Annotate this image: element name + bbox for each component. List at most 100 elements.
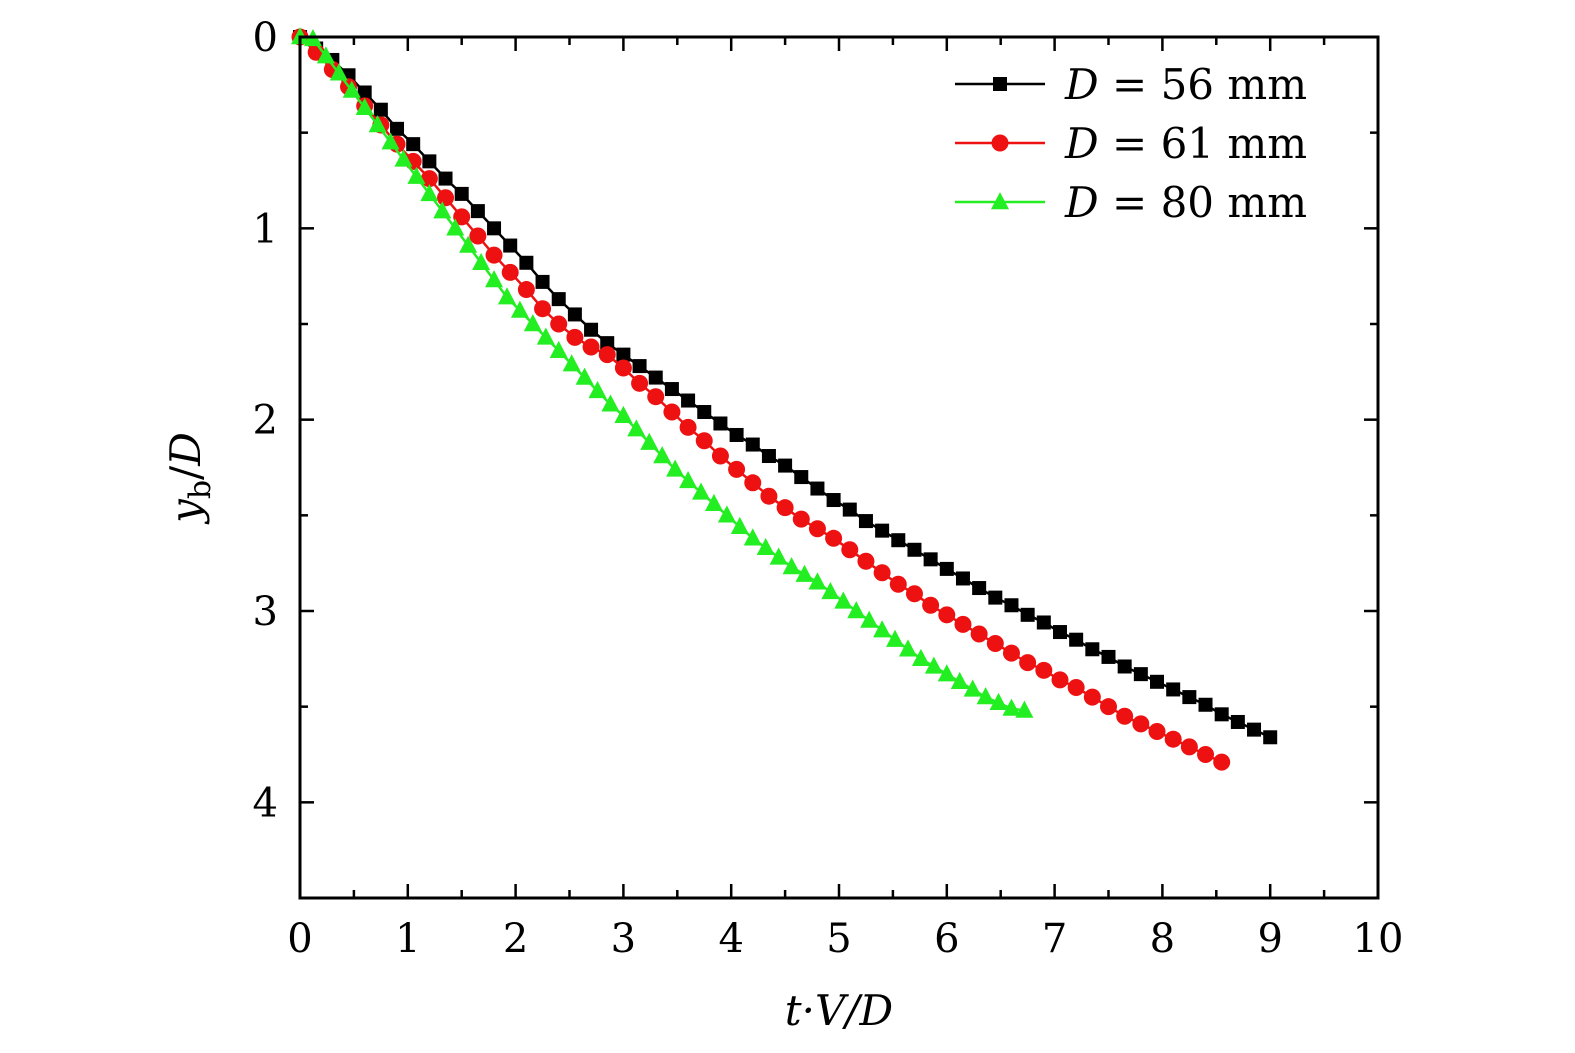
data-point-circle [728,460,746,478]
data-point-circle [663,403,681,421]
legend-label-var: D [1064,60,1099,109]
data-point-triangle [459,235,478,253]
series-3 [291,27,1034,718]
data-point-triangle [407,166,426,184]
data-point-circle [841,541,859,559]
data-point-square [858,514,873,529]
data-point-circle [517,281,535,299]
series-2 [291,28,1231,771]
data-point-square [1117,659,1132,674]
data-point-triangle [730,516,749,535]
legend-label-value: = 56 mm [1099,60,1307,109]
data-point-square [470,204,485,219]
data-point-square [357,85,372,100]
data-point-triangle [821,581,840,600]
data-point-triangle [991,192,1009,210]
data-point-circle [1148,723,1166,741]
data-point-triangle [510,300,529,318]
data-point-square [1198,697,1213,712]
data-point-square [826,493,841,508]
data-point-triangle [769,547,788,565]
data-point-circle [970,625,988,643]
data-point-square [794,470,809,485]
data-point-square [406,137,421,152]
data-point-square [438,171,453,186]
data-point-triangle [588,381,607,399]
data-point-triangle [472,252,491,270]
data-point-square [1004,598,1019,613]
y-axis-title-den: D [161,432,210,467]
data-point-circle [501,263,519,281]
data-point-triangle [614,405,633,424]
y-axis-title: yb/D [161,432,218,525]
data-point-circle [857,552,875,570]
legend-label: D = 56 mm [1064,60,1307,109]
data-point-square [584,322,599,337]
data-point-triangle [989,692,1008,711]
data-point-circle [1132,715,1150,733]
data-point-square [1230,714,1245,729]
data-point-triangle [368,115,387,133]
data-point-triangle [873,620,892,638]
data-point-triangle [756,537,775,556]
data-point-circle [1164,730,1182,748]
y-tick-label: 4 [253,780,278,826]
data-point-triangle [355,97,374,115]
data-point-square [891,533,906,548]
data-point-square [1150,674,1165,689]
data-point-square [454,186,469,201]
data-point-triangle [653,446,672,464]
data-point-circle [614,359,632,377]
data-point-square [373,102,388,117]
data-point-triangle [666,459,685,477]
data-point-triangle [860,610,879,628]
data-point-triangle [886,629,905,647]
data-point-circle [534,300,552,318]
data-point-circle [905,585,923,603]
data-point-circle [582,338,600,356]
data-point-circle [1083,688,1101,706]
y-tick-label: 0 [253,15,278,61]
data-point-triangle [950,671,969,689]
x-tick-label: 1 [395,916,420,962]
data-point-square [761,449,776,464]
data-point-square [616,347,631,362]
data-point-circle [1035,661,1053,679]
data-point-circle [1051,671,1069,689]
x-tick-label: 4 [718,916,743,962]
data-point-square [810,481,825,496]
data-point-triangle [963,679,982,697]
data-point-circle [711,447,729,465]
y-tick-label: 2 [253,398,278,444]
data-point-triangle [847,601,866,619]
data-point-square [1020,607,1035,622]
series-1 [293,30,1278,745]
data-point-circle [1180,738,1198,756]
data-point-circle [647,388,665,406]
legend-label-value: = 61 mm [1099,119,1307,168]
data-point-square [535,274,550,289]
data-point-circle [1067,679,1085,697]
data-point-triangle [562,354,581,372]
data-point-square [567,307,582,322]
data-point-square [875,523,890,538]
data-point-circle [938,606,956,624]
data-point-circle [598,346,616,364]
series-layer [291,27,1278,771]
data-point-triangle [692,482,711,500]
data-point-square [1085,642,1100,657]
legend: D = 56 mmD = 61 mmD = 80 mm [955,60,1307,227]
data-point-circle [825,529,843,547]
data-point-triangle [433,201,452,219]
data-point-triangle [976,687,995,705]
data-point-triangle [394,149,413,167]
x-tick-labels: 0 1 2 3 4 5 6 7 8 9 10 [287,916,1403,962]
data-point-triangle [795,564,814,582]
series-line [299,36,1223,764]
data-point-square [1036,615,1051,630]
data-point-triangle [329,63,348,81]
data-point-square [729,427,744,442]
data-point-square [939,561,954,576]
data-point-triangle [485,270,504,288]
